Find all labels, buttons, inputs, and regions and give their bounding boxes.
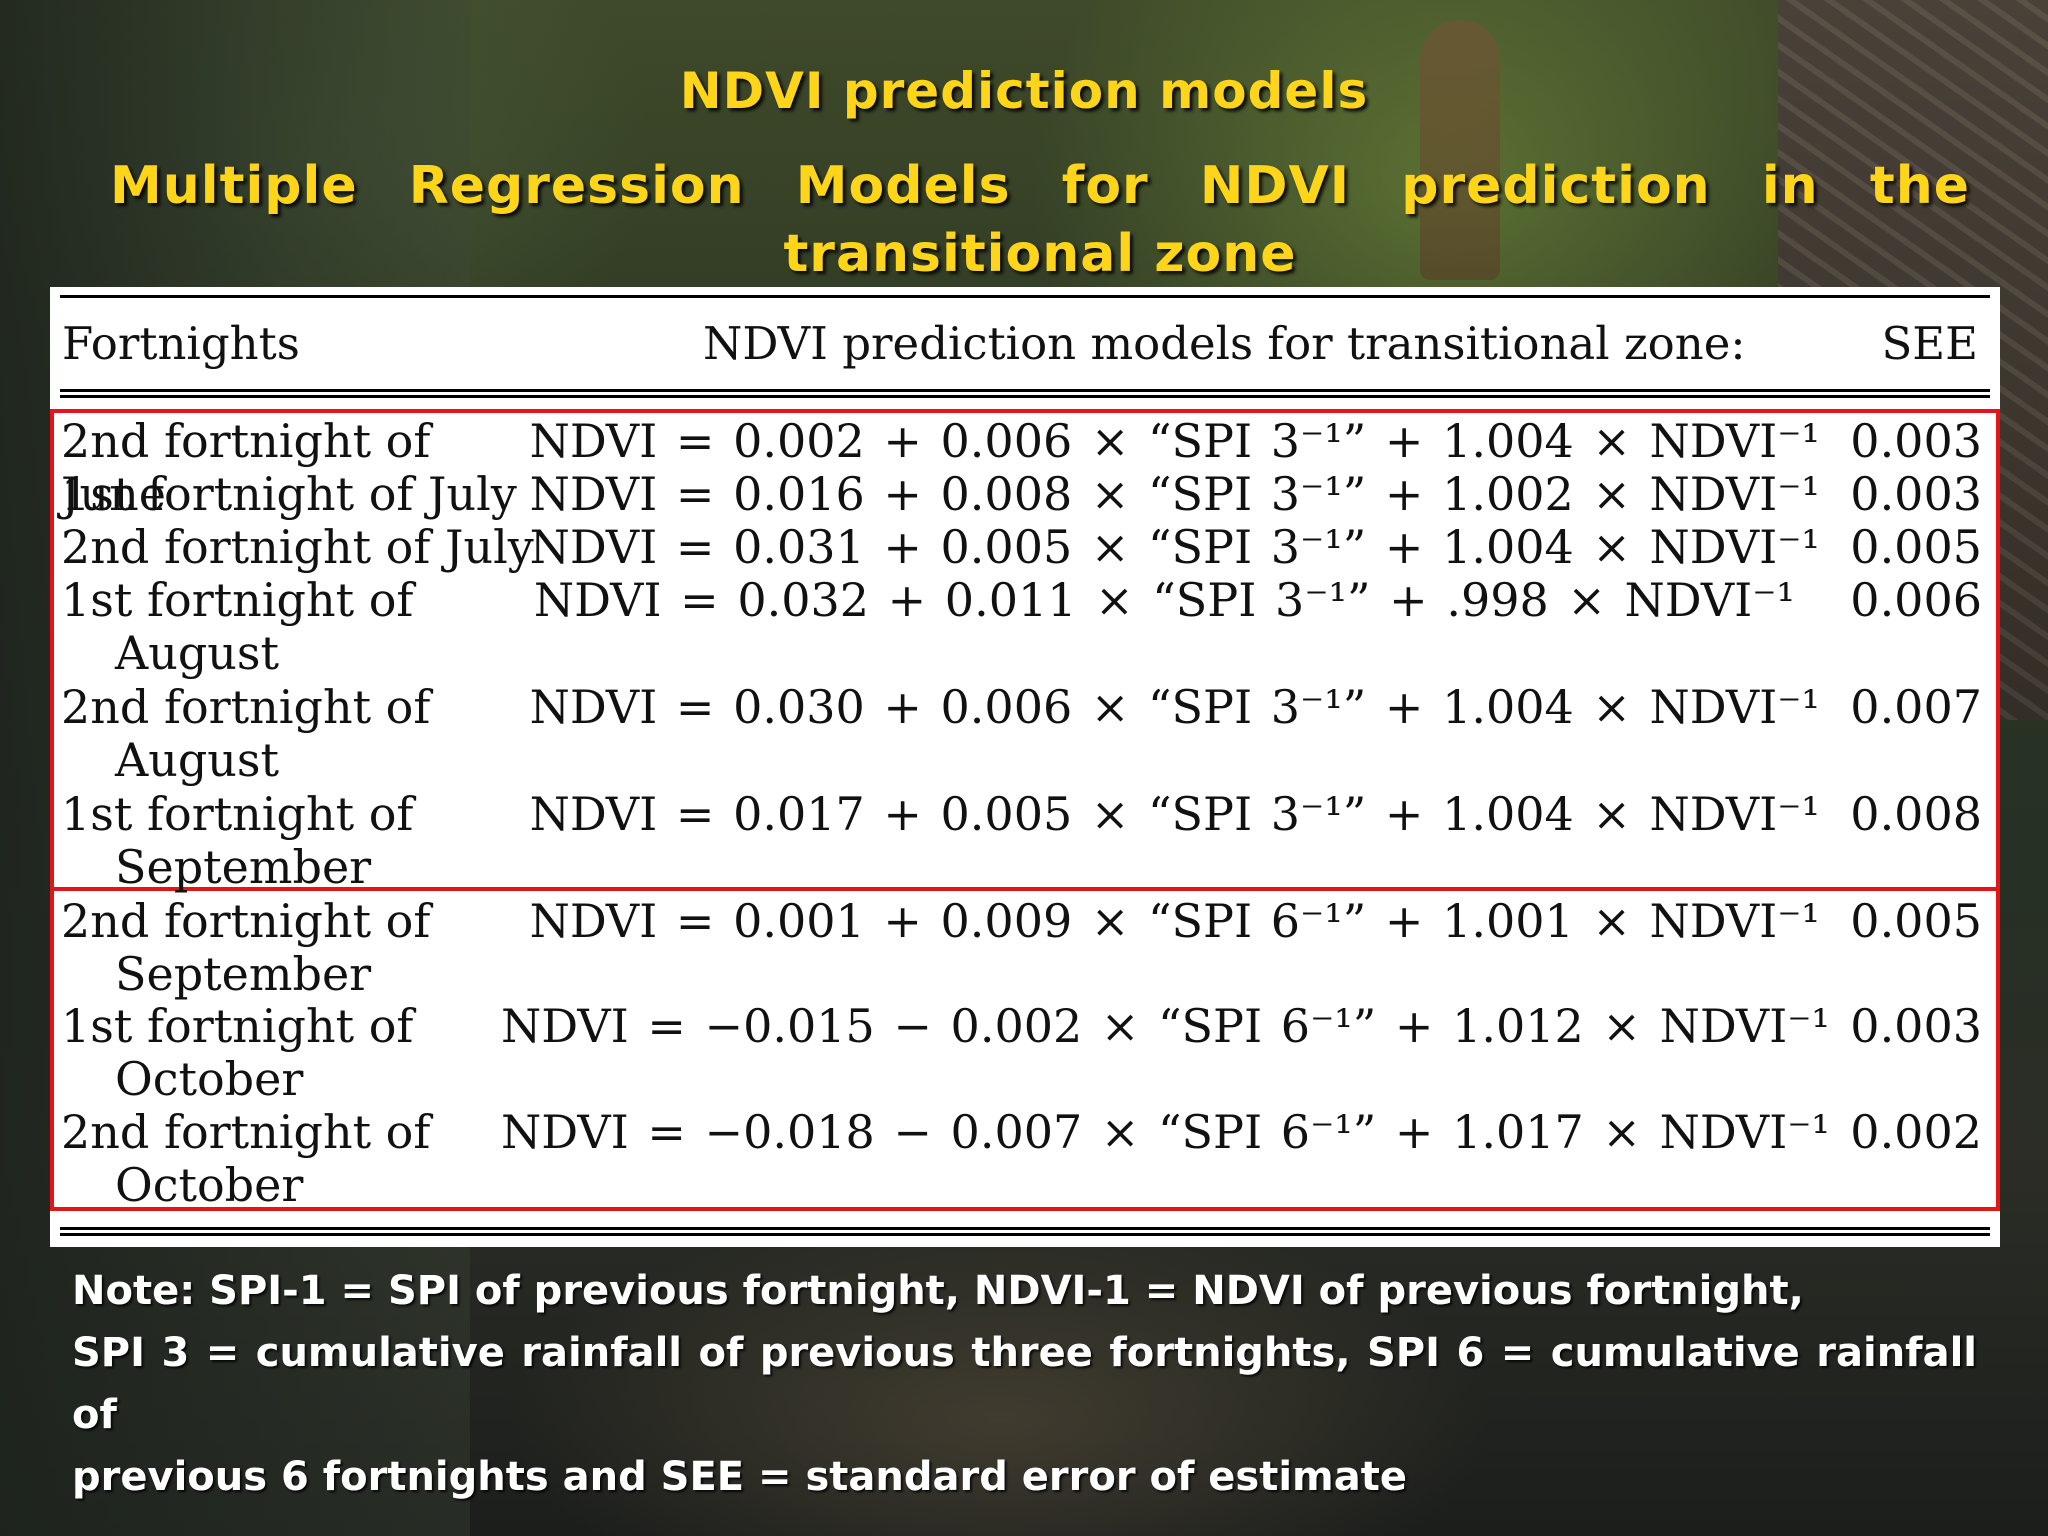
fortnight-line-2: September: [115, 947, 372, 1001]
model-cell: NDVI = 0.017 + 0.005 × “SPI 3⁻¹” + 1.004…: [529, 787, 1820, 841]
see-cell: 0.007: [1850, 680, 1982, 734]
footnote-line-3: previous 6 fortnights and SEE = standard…: [72, 1454, 1407, 1500]
table-row: 1st fortnight of September NDVI = 0.017 …: [50, 788, 2000, 895]
background-figure: [1420, 20, 1500, 280]
model-cell: NDVI = 0.001 + 0.009 × “SPI 6⁻¹” + 1.001…: [529, 894, 1820, 948]
fortnight-cell: 2nd fortnight of August: [61, 681, 541, 787]
slide-subtitle: Multiple Regression Models for NDVI pred…: [110, 156, 1970, 284]
table-row: 2nd fortnight of September NDVI = 0.001 …: [50, 895, 2000, 1002]
fortnight-line-1: 2nd fortnight of: [61, 1105, 431, 1159]
regression-table: Fortnights NDVI prediction models for tr…: [50, 287, 2000, 1247]
model-cell: NDVI = 0.031 + 0.005 × “SPI 3⁻¹” + 1.004…: [529, 520, 1820, 574]
footnote: Note: SPI-1 = SPI of previous fortnight,…: [72, 1260, 1977, 1508]
fortnight-line-1: 1st fortnight of: [61, 787, 414, 841]
fortnight-line-1: 1st fortnight of: [61, 999, 414, 1053]
fortnight-line-1: 2nd fortnight of: [61, 680, 431, 734]
model-cell: NDVI = −0.018 − 0.007 × “SPI 6⁻¹” + 1.01…: [501, 1105, 1830, 1159]
header-see: SEE: [1881, 317, 1978, 370]
fortnight-cell: 2nd fortnight of September: [61, 895, 541, 1001]
fortnight-cell: 1st fortnight of September: [61, 788, 541, 894]
table-row: 2nd fortnight of October NDVI = −0.018 −…: [50, 1106, 2000, 1213]
header-models: NDVI prediction models for transitional …: [703, 317, 1746, 370]
see-cell: 0.008: [1850, 787, 1982, 841]
see-cell: 0.003: [1850, 414, 1982, 468]
table-bottom-rule-1: [60, 1227, 1990, 1230]
table-row: 1st fortnight of October NDVI = −0.015 −…: [50, 1000, 2000, 1107]
table-row: 2nd fortnight of August NDVI = 0.030 + 0…: [50, 681, 2000, 788]
see-cell: 0.003: [1850, 467, 1982, 521]
fortnight-line-2: October: [115, 1158, 304, 1212]
model-cell: NDVI = 0.016 + 0.008 × “SPI 3⁻¹” + 1.002…: [529, 467, 1820, 521]
fortnight-line-2: October: [115, 1052, 304, 1106]
table-row: 2nd fortnight of July NDVI = 0.031 + 0.0…: [50, 521, 2000, 574]
table-row: 1st fortnight of August NDVI = 0.032 + 0…: [50, 574, 2000, 681]
highlight-box-spi6: [50, 887, 2000, 1211]
see-cell: 0.003: [1850, 999, 1982, 1053]
model-cell: NDVI = −0.015 − 0.002 × “SPI 6⁻¹” + 1.01…: [501, 999, 1830, 1053]
see-cell: 0.005: [1850, 520, 1982, 574]
table-bottom-rule-2: [60, 1233, 1990, 1236]
fortnight-line-1: 2nd fortnight of July: [61, 520, 534, 574]
see-cell: 0.006: [1850, 573, 1982, 627]
table-row: 2nd fortnight of June NDVI = 0.002 + 0.0…: [50, 414, 2000, 521]
slide-title: NDVI prediction models: [679, 62, 1369, 120]
header-fortnights: Fortnights: [62, 317, 300, 370]
table-top-rule: [60, 295, 1990, 298]
footnote-line-1: Note: SPI-1 = SPI of previous fortnight,…: [72, 1268, 1804, 1314]
model-cell: NDVI = 0.030 + 0.006 × “SPI 3⁻¹” + 1.004…: [529, 680, 1820, 734]
fortnight-line-2: August: [115, 733, 280, 787]
fortnight-cell: 2nd fortnight of July: [61, 521, 541, 574]
fortnight-line-1: 1st fortnight of July: [61, 467, 517, 521]
fortnight-line-1: 2nd fortnight of June: [61, 414, 431, 521]
header-rule-1: [60, 389, 1990, 392]
see-cell: 0.002: [1850, 1105, 1982, 1159]
fortnight-line-1: 2nd fortnight of: [61, 894, 431, 948]
fortnight-cell: 2nd fortnight of June: [61, 415, 541, 521]
model-cell: NDVI = 0.002 + 0.006 × “SPI 3⁻¹” + 1.004…: [529, 414, 1820, 468]
fortnight-line-2: August: [115, 626, 280, 680]
fortnight-cell: 2nd fortnight of October: [61, 1106, 541, 1212]
fortnight-line-2: September: [115, 840, 372, 894]
fortnight-cell: 1st fortnight of July: [61, 468, 541, 521]
fortnight-cell: 1st fortnight of October: [61, 1000, 541, 1106]
see-cell: 0.005: [1850, 894, 1982, 948]
fortnight-cell: 1st fortnight of August: [61, 574, 541, 680]
fortnight-line-1: 1st fortnight of: [61, 573, 414, 627]
footnote-line-2: SPI 3 = cumulative rainfall of previous …: [72, 1330, 1977, 1438]
header-rule-2: [60, 395, 1990, 398]
table-row: 1st fortnight of July NDVI = 0.016 + 0.0…: [50, 468, 2000, 521]
model-cell: NDVI = 0.032 + 0.011 × “SPI 3⁻¹” + .998 …: [533, 573, 1795, 627]
